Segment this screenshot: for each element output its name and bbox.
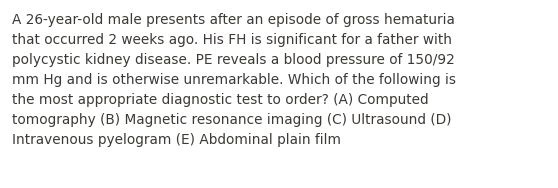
Text: A 26-year-old male presents after an episode of gross hematuria
that occurred 2 : A 26-year-old male presents after an epi… bbox=[12, 13, 456, 147]
